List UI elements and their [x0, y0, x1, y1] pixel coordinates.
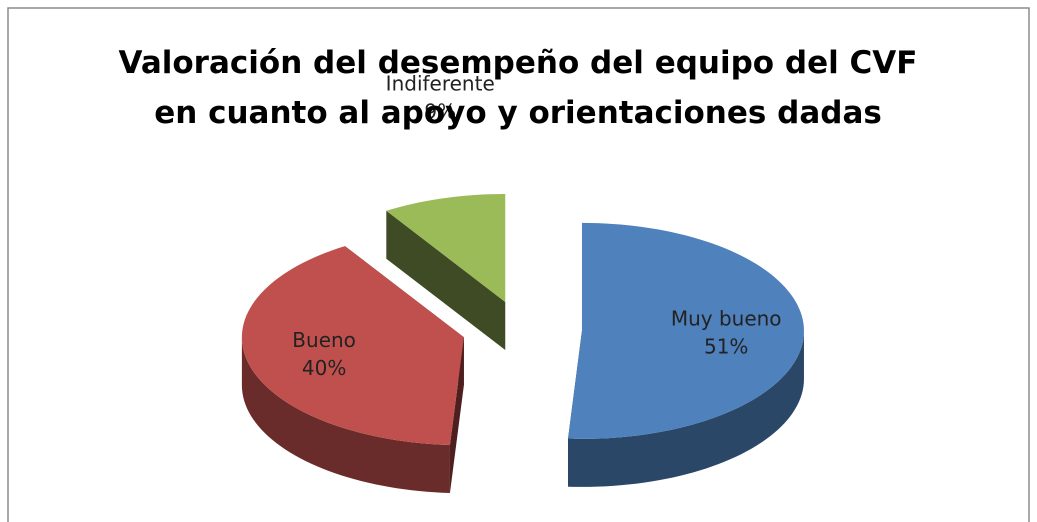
chart-title: Valoración del desempeño del equipo del … — [118, 45, 918, 131]
slice-side — [568, 330, 804, 487]
slice — [386, 193, 506, 302]
slice — [568, 222, 804, 439]
data-label-value: 51% — [704, 335, 748, 359]
data-label-name: Indiferente — [386, 72, 495, 96]
slice-wall — [386, 210, 506, 350]
data-label-name: Muy bueno — [671, 307, 782, 331]
slice — [241, 246, 464, 446]
data-label-name: Bueno — [292, 328, 356, 352]
data-label-value: 40% — [302, 356, 346, 380]
data-label-value: 9% — [424, 100, 456, 124]
chart-frame — [7, 7, 1030, 522]
slice-side — [241, 337, 450, 494]
